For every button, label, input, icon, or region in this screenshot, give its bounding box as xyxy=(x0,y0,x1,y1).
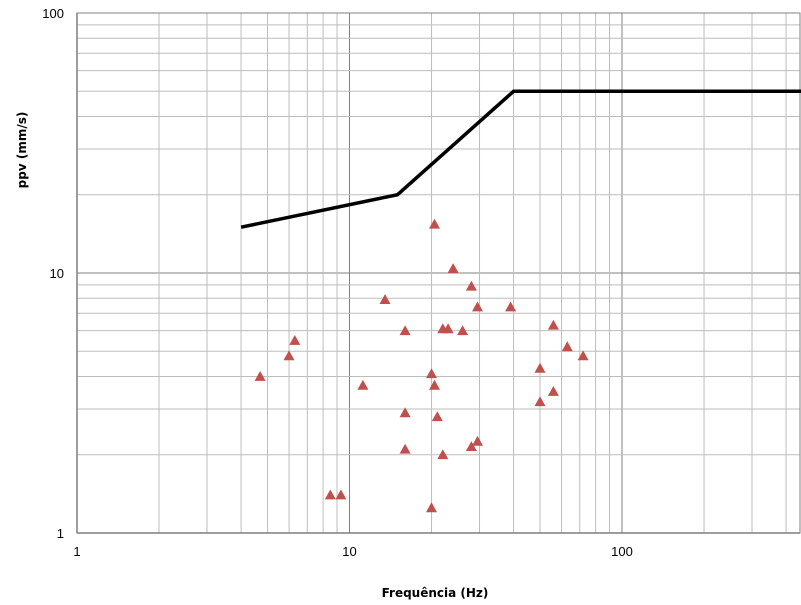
data-point xyxy=(379,294,391,304)
data-point xyxy=(457,325,469,336)
data-point xyxy=(465,280,477,291)
limit-curve xyxy=(240,89,801,229)
data-point xyxy=(289,335,301,345)
minor-gridlines xyxy=(77,13,800,533)
y-axis-tick-labels: 1 10 100 xyxy=(42,6,64,541)
data-point xyxy=(357,379,369,390)
y-tick-label: 1 xyxy=(57,526,64,541)
data-point xyxy=(283,350,295,361)
data-points xyxy=(254,218,589,513)
data-point xyxy=(547,319,559,330)
data-point xyxy=(472,435,483,446)
x-tick-label: 10 xyxy=(342,544,356,559)
data-point xyxy=(254,371,266,381)
data-point xyxy=(426,368,437,379)
limit-line xyxy=(76,13,801,534)
data-point xyxy=(426,502,437,513)
data-point xyxy=(437,449,449,460)
data-point xyxy=(534,362,546,373)
x-axis-title: Frequência (Hz) xyxy=(382,586,489,600)
data-point xyxy=(505,301,517,312)
y-tick-label: 10 xyxy=(50,266,64,281)
data-point xyxy=(399,407,411,418)
data-point xyxy=(534,396,546,407)
data-point xyxy=(472,301,483,312)
data-point xyxy=(561,341,573,352)
data-point xyxy=(324,489,336,500)
data-point xyxy=(335,489,347,500)
data-point xyxy=(399,325,411,336)
y-axis-title: ppv (mm/s) xyxy=(15,112,29,189)
x-axis-tick-labels: 1 10 100 xyxy=(73,544,632,559)
data-point xyxy=(577,350,589,361)
data-point xyxy=(429,379,440,390)
data-point xyxy=(465,441,477,451)
y-tick-label: 100 xyxy=(42,6,64,21)
x-tick-label: 1 xyxy=(73,544,80,559)
data-point xyxy=(399,443,411,454)
data-point xyxy=(431,411,443,422)
data-point xyxy=(447,263,459,273)
x-tick-label: 100 xyxy=(611,544,633,559)
data-point xyxy=(429,218,440,229)
data-point xyxy=(442,323,454,334)
data-point xyxy=(547,386,559,396)
